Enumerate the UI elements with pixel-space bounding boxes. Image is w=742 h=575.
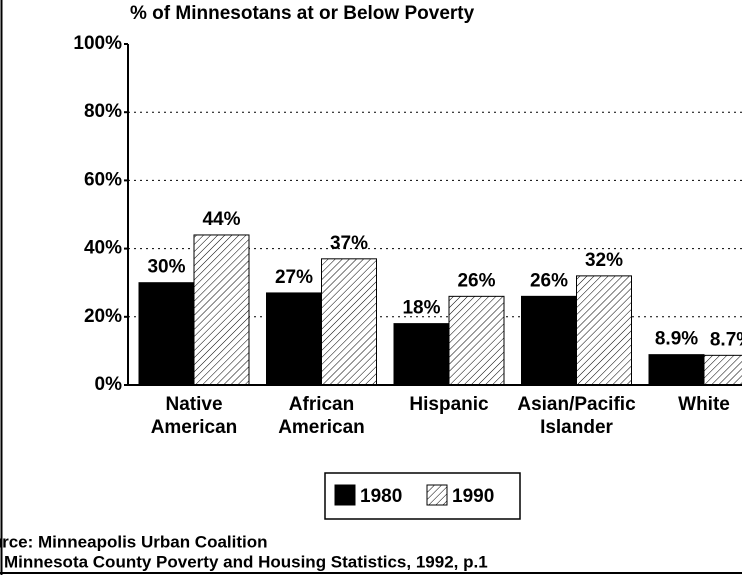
legend-label: 1980 — [360, 486, 402, 507]
value-label: 18% — [402, 298, 440, 319]
value-label: 26% — [530, 270, 568, 291]
value-label: 44% — [202, 209, 240, 230]
bar — [703, 354, 742, 386]
y-tick-label: 40% — [84, 238, 122, 259]
y-tick-label: 100% — [73, 33, 122, 54]
x-tick-label: Native American — [150, 394, 238, 438]
bar — [648, 354, 705, 386]
value-label: 37% — [330, 233, 368, 254]
value-label: 8.7% — [710, 329, 742, 350]
x-tick-label: Asian/Pacific Islander — [517, 394, 636, 438]
y-tick-label: 0% — [95, 374, 123, 395]
x-tick-label-box: African American — [278, 394, 365, 438]
value-label: 32% — [585, 250, 623, 271]
x-tick-label: Hispanic — [409, 394, 489, 415]
legend-label: 1990 — [452, 486, 494, 507]
legend-swatch — [426, 484, 448, 506]
y-tick-label: 80% — [84, 101, 122, 122]
source-line: Minnesota County Poverty and Housing Sta… — [4, 552, 488, 571]
x-tick-label-box: Native American — [150, 394, 238, 438]
bar — [138, 282, 195, 386]
legend-box — [324, 472, 521, 520]
x-tick-label: White — [678, 394, 730, 415]
y-tick-label: 60% — [84, 169, 122, 190]
bar — [193, 234, 250, 386]
legend-swatch — [334, 484, 356, 506]
x-tick-label-box: White — [678, 394, 730, 415]
x-tick-label-box: Asian/Pacific Islander — [517, 394, 636, 438]
x-tick-label: African American — [278, 394, 365, 438]
x-tick-label-box: Hispanic — [409, 394, 489, 415]
value-label: 30% — [147, 257, 185, 278]
bar — [521, 295, 577, 386]
bar — [266, 292, 322, 386]
bar — [321, 258, 377, 386]
value-label: 26% — [457, 270, 495, 291]
bar — [448, 295, 505, 386]
bar — [393, 323, 450, 386]
value-label: 27% — [275, 267, 313, 288]
chart-title: % of Minnesotans at or Below Poverty — [130, 3, 475, 24]
y-tick-label: 20% — [84, 306, 122, 327]
bar — [576, 275, 632, 386]
value-label: 8.9% — [655, 329, 698, 350]
source-line: Source: Minneapolis Urban Coalition — [0, 532, 268, 551]
